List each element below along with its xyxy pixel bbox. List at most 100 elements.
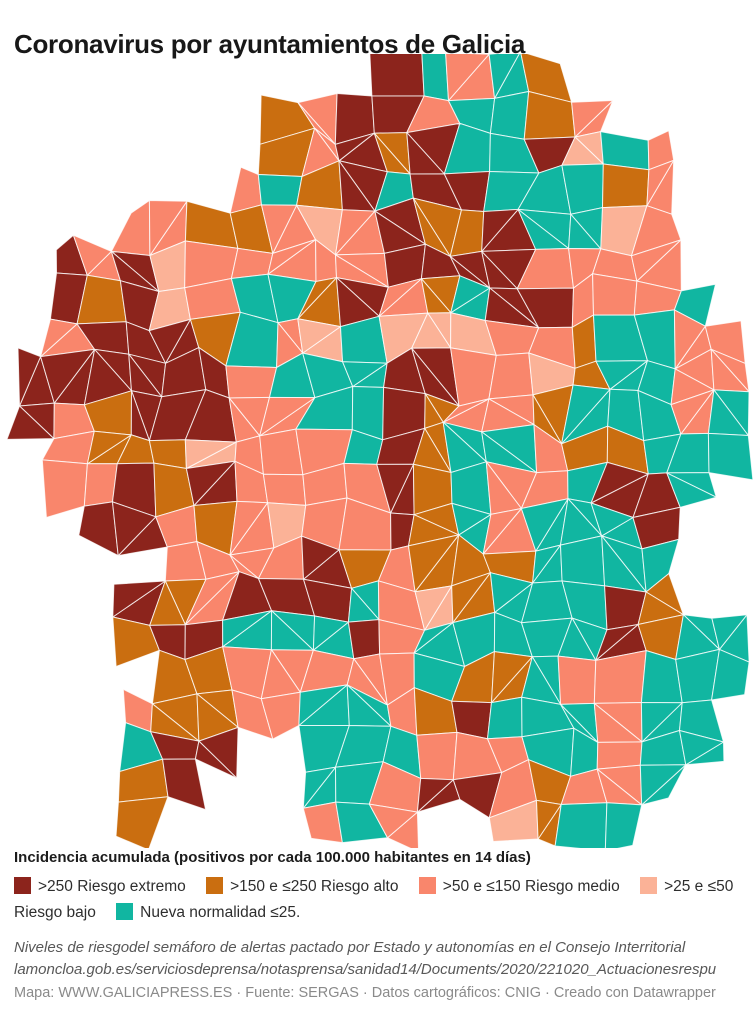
municipality-cell[interactable] [162, 758, 207, 811]
municipality-cell[interactable] [487, 696, 523, 740]
municipality-cell[interactable] [421, 54, 449, 102]
municipality-cell[interactable] [592, 273, 638, 316]
municipality-cell[interactable] [450, 275, 491, 314]
municipality-cell[interactable] [711, 614, 748, 650]
municipality-cell[interactable] [442, 398, 490, 423]
municipality-cell[interactable] [561, 384, 611, 445]
municipality-cell[interactable] [416, 731, 458, 781]
municipality-cell[interactable] [639, 764, 687, 806]
municipality-cell[interactable] [347, 619, 381, 660]
municipality-cell[interactable] [557, 655, 597, 705]
municipality-cells[interactable] [6, 54, 754, 848]
municipality-cell[interactable] [262, 473, 307, 506]
municipality-cell[interactable] [298, 684, 348, 726]
municipality-cell[interactable] [488, 54, 520, 99]
municipality-cell[interactable] [334, 132, 375, 162]
municipality-cell[interactable] [40, 348, 96, 404]
municipality-cell[interactable] [335, 209, 376, 256]
legend-swatch-O [206, 877, 224, 894]
municipality-cell[interactable] [257, 174, 303, 206]
municipality-cell[interactable] [560, 535, 606, 587]
municipality-cell[interactable] [378, 278, 422, 317]
municipality-cell[interactable] [6, 405, 55, 440]
legend-item-S: >50 e ≤150 Riesgo medio [418, 877, 620, 895]
municipality-cell[interactable] [368, 803, 418, 839]
municipality-cell[interactable] [602, 163, 650, 209]
municipality-cell[interactable] [489, 572, 534, 613]
municipality-cell[interactable] [536, 799, 562, 840]
municipality-cell[interactable] [414, 585, 453, 631]
municipality-cell[interactable] [148, 318, 191, 364]
legend-caption: Incidencia acumulada (positivos por cada… [14, 849, 531, 866]
municipality-cell[interactable] [488, 352, 534, 400]
municipality-cell[interactable] [41, 459, 88, 518]
municipality-cell[interactable] [416, 777, 454, 813]
municipality-cell[interactable] [185, 460, 236, 506]
municipality-cell[interactable] [413, 622, 454, 654]
municipality-cell[interactable] [115, 796, 169, 848]
municipality-cell[interactable] [297, 318, 341, 354]
municipality-cell[interactable] [604, 802, 643, 848]
municipality-cell[interactable] [369, 54, 425, 97]
municipality-cell[interactable] [194, 740, 238, 779]
municipality-cell[interactable] [451, 572, 491, 624]
municipality-cell[interactable] [711, 648, 750, 701]
municipality-cell[interactable] [72, 234, 112, 276]
municipality-cell[interactable] [600, 131, 650, 171]
municipality-cell[interactable] [302, 766, 336, 809]
legend-item-R: >250 Riesgo extremo [14, 877, 186, 895]
municipality-cell[interactable] [40, 318, 78, 358]
municipality-cell[interactable] [554, 802, 608, 848]
municipality-cell[interactable] [679, 730, 724, 766]
municipality-cell[interactable] [646, 159, 675, 207]
municipality-cell[interactable] [225, 365, 278, 399]
municipality-cell[interactable] [520, 498, 569, 552]
municipality-cell[interactable] [445, 54, 490, 102]
municipality-cell[interactable] [259, 396, 316, 437]
municipality-cell[interactable] [148, 200, 188, 256]
municipality-cell[interactable] [590, 461, 649, 504]
municipality-cell[interactable] [595, 360, 648, 390]
municipality-cell[interactable] [17, 347, 42, 407]
municipality-cell[interactable] [631, 239, 682, 282]
municipality-cell[interactable] [673, 309, 706, 370]
municipality-cell[interactable] [184, 571, 240, 626]
legend-label-O: >150 e ≤250 Riesgo alto [230, 878, 399, 895]
municipality-cell[interactable] [482, 508, 522, 555]
municipality-cell[interactable] [112, 580, 166, 618]
map-legend: Incidencia acumulada (positivos por cada… [14, 849, 750, 926]
municipality-cell[interactable] [267, 239, 317, 275]
municipality-cell[interactable] [184, 200, 239, 249]
municipality-cell[interactable] [376, 463, 414, 514]
municipality-cell[interactable] [481, 208, 519, 252]
municipality-cell[interactable] [640, 702, 683, 743]
municipality-cell[interactable] [312, 615, 349, 651]
municipality-cell[interactable] [222, 610, 273, 648]
municipality-cell[interactable] [571, 100, 614, 138]
municipality-cell[interactable] [112, 501, 157, 557]
municipality-cell[interactable] [261, 204, 298, 254]
municipality-cell[interactable] [670, 389, 715, 435]
municipality-cell[interactable] [451, 502, 492, 536]
municipality-cell[interactable] [78, 501, 119, 557]
municipality-cell[interactable] [489, 91, 530, 140]
municipality-cell[interactable] [259, 428, 304, 476]
municipality-cell[interactable] [229, 500, 269, 556]
municipality-cell[interactable] [86, 430, 132, 465]
municipality-cell[interactable] [532, 544, 561, 584]
galicia-choropleth-map[interactable] [0, 54, 756, 848]
municipality-cell[interactable] [707, 432, 754, 481]
municipality-cell[interactable] [301, 535, 340, 580]
municipality-cell[interactable] [491, 651, 533, 704]
municipality-cell[interactable] [184, 439, 237, 469]
municipality-cell[interactable] [590, 502, 634, 537]
legend-label-L: >25 e ≤50 Riesgo bajo [14, 878, 734, 921]
municipality-cell[interactable] [596, 741, 643, 770]
municipality-cell[interactable] [110, 200, 151, 256]
municipality-cell[interactable] [342, 361, 388, 387]
municipality-cell[interactable] [595, 624, 639, 661]
municipality-cell[interactable] [666, 472, 717, 508]
legend-item-O: >150 e ≤250 Riesgo alto [206, 877, 399, 895]
municipality-cell[interactable] [297, 277, 337, 320]
municipality-cell[interactable] [408, 534, 460, 593]
